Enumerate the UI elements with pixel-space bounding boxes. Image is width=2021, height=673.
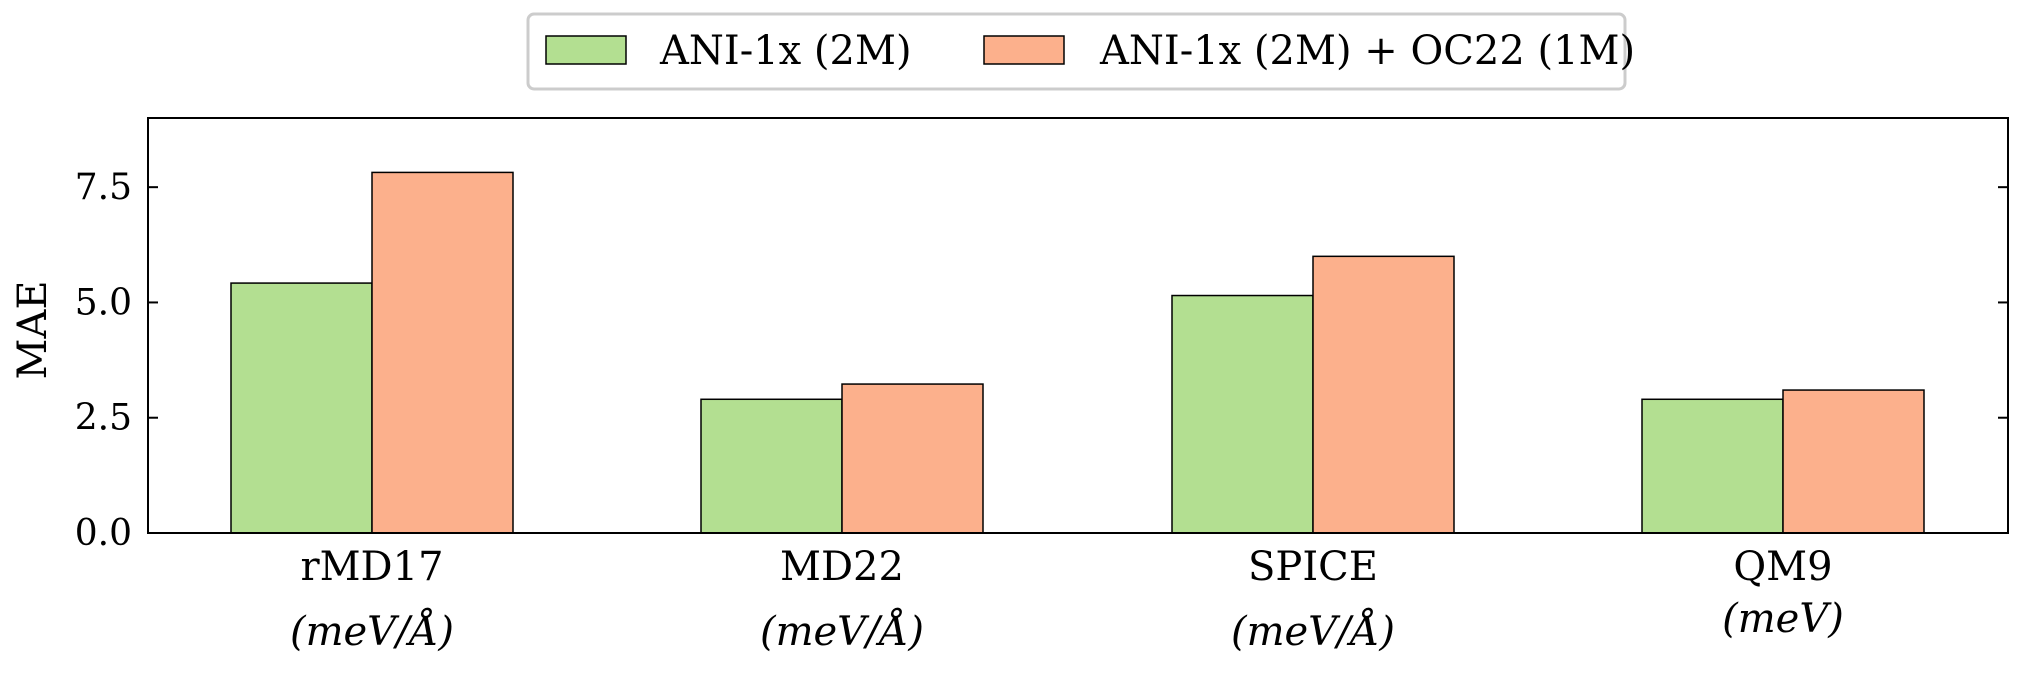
bar-qm9-series-2 — [1782, 389, 1925, 534]
y-axis-label: MAE — [10, 280, 56, 379]
x-category-unit: (meV/Å) — [290, 608, 454, 655]
bar-spice-series-2 — [1312, 255, 1455, 534]
legend: ANI-1x (2M) ANI-1x (2M) + OC22 (1M) — [526, 12, 1635, 91]
x-labels-group: rMD17 (meV/Å) MD22 (meV/Å) SPICE (meV/Å) QM9 (m… — [290, 544, 1844, 655]
legend-label-ani1x-oc22: ANI-1x (2M) + OC22 (1M) — [1099, 28, 1635, 74]
bar-rmd17-series-1 — [230, 282, 373, 534]
bar-qm9-series-1 — [1641, 398, 1784, 534]
legend-label-ani1x: ANI-1x (2M) — [659, 28, 912, 74]
x-category-label: rMD17 — [300, 544, 443, 590]
legend-swatch-ani1x-oc22 — [983, 35, 1065, 65]
x-category-label: QM9 — [1733, 544, 1832, 590]
bar-spice-series-1 — [1171, 294, 1314, 534]
bar-rmd17-series-2 — [371, 171, 514, 534]
bar-md22-series-2 — [841, 383, 984, 534]
y-tick-label: 7.5 — [75, 167, 132, 208]
x-category-label: MD22 — [780, 544, 904, 590]
y-tick-label: 5.0 — [75, 282, 132, 323]
y-tick-label: 0.0 — [75, 513, 132, 554]
x-category-unit: (meV/Å) — [1231, 608, 1395, 655]
bar-md22-series-1 — [700, 398, 843, 534]
legend-frame — [526, 12, 1627, 91]
y-tick-label: 2.5 — [75, 398, 132, 439]
y-ticks-group: 0.0 2.5 5.0 7.5 — [75, 167, 2008, 554]
bars-group — [230, 171, 1925, 534]
legend-swatch-ani1x — [545, 35, 627, 65]
plot-frame — [147, 117, 2009, 534]
x-category-label: SPICE — [1248, 544, 1378, 590]
x-category-unit: (meV) — [1722, 596, 1844, 642]
x-category-unit: (meV/Å) — [760, 608, 924, 655]
